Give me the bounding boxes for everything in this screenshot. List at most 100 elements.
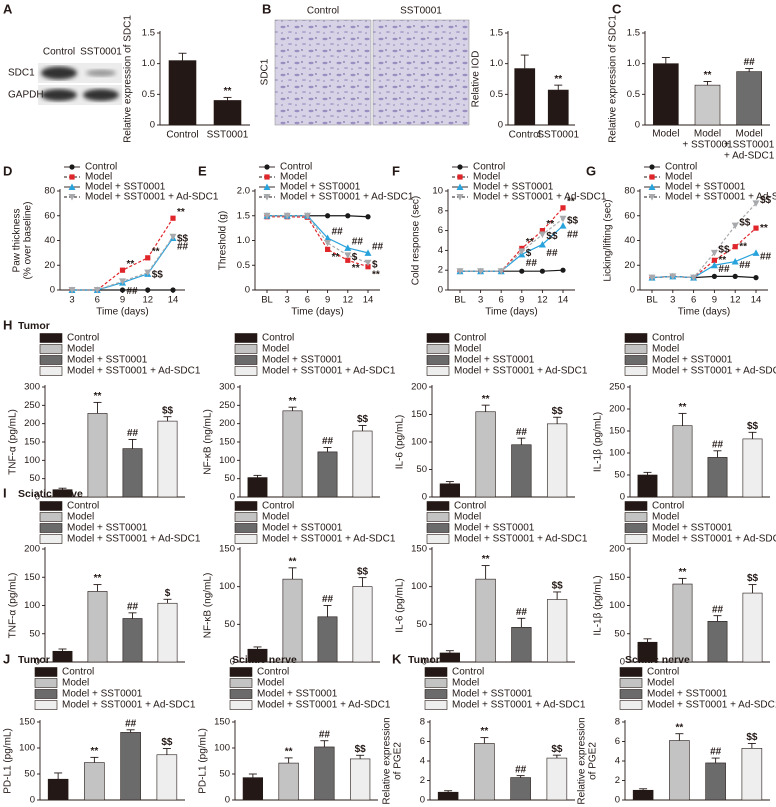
legend-label: Model + SST0001 xyxy=(647,689,728,700)
legend-swatch xyxy=(234,355,258,365)
y-tick-label: 50 xyxy=(219,769,230,780)
legend-swatch xyxy=(624,523,648,533)
legend-label: Model + SST0001 xyxy=(473,182,554,193)
legend-swatch xyxy=(619,700,643,710)
y-axis-label: Threshold (g) xyxy=(218,211,229,270)
y-tick-label: 0 xyxy=(615,795,620,806)
y-axis-label: NF-κB (ng/mL) xyxy=(203,409,214,475)
point xyxy=(497,268,505,275)
significance-label: ## xyxy=(125,718,137,729)
significance-label: ## xyxy=(332,227,344,238)
bar xyxy=(247,477,268,498)
x-tick-label: 6 xyxy=(499,295,504,306)
legend-label: Model + SST0001 xyxy=(257,689,338,700)
x-tick-label: 6 xyxy=(95,295,100,306)
point xyxy=(303,212,311,220)
y-tick-label: 6 xyxy=(438,225,443,236)
bar xyxy=(694,84,721,126)
section-title: Tumor xyxy=(18,320,50,332)
y-tick-label: 50 xyxy=(416,464,427,475)
x-tick-label: + SST0001 xyxy=(724,140,775,151)
point xyxy=(169,233,177,241)
legend-marker xyxy=(457,164,463,170)
y-tick-label: 1.0 xyxy=(237,235,250,246)
point xyxy=(731,222,739,230)
legend-swatch xyxy=(229,700,253,710)
bar xyxy=(52,650,73,663)
bar xyxy=(156,754,178,801)
legend-label: Control xyxy=(85,162,117,173)
legend-label: Model xyxy=(262,512,289,523)
bar xyxy=(707,621,728,663)
y-tick-label: 0.5 xyxy=(490,89,503,100)
bar xyxy=(475,578,496,663)
bar xyxy=(741,748,763,801)
y-tick-label: 200 xyxy=(24,544,40,555)
row-label: SDC1 xyxy=(260,58,271,85)
y-tick-label: 50 xyxy=(24,769,35,780)
y-axis-label: Relative expression of SDC1 xyxy=(123,15,134,143)
significance-label: ## xyxy=(372,242,384,253)
bar xyxy=(705,762,726,801)
legend-label: Control xyxy=(62,667,94,678)
significance-label: ## xyxy=(712,604,724,615)
bar xyxy=(546,423,568,498)
x-tick-label: 12 xyxy=(343,295,354,306)
y-tick-label: 60 xyxy=(624,210,635,221)
significance-label: ** xyxy=(760,223,768,234)
point xyxy=(753,275,759,281)
legend-swatch xyxy=(39,355,63,365)
significance-label: ## xyxy=(760,252,772,263)
bar xyxy=(546,757,568,801)
legend-swatch xyxy=(426,534,450,544)
point xyxy=(325,246,331,253)
y-tick-label: 150 xyxy=(24,437,40,448)
legend-swatch xyxy=(624,512,648,522)
legend-label: Model + SST0001 xyxy=(652,355,733,366)
y-tick-label: 0 xyxy=(35,492,40,503)
significance-label: $ xyxy=(352,252,358,263)
y-axis-label: IL-6 (pg/mL) xyxy=(395,578,406,632)
x-tick-label: 6 xyxy=(691,295,696,306)
legend-label: Model + SST0001 xyxy=(454,355,535,366)
legend-marker xyxy=(457,174,463,180)
bar xyxy=(546,599,568,663)
legend-label: Model + SST0001 + Ad-SDC1 xyxy=(62,700,196,711)
x-axis-label: Time (days) xyxy=(678,307,730,318)
section-title: Sciatic nerve xyxy=(232,654,297,666)
bar xyxy=(87,413,108,498)
point xyxy=(732,273,738,279)
significance-label: $$ xyxy=(567,215,579,226)
x-axis-label: Time (days) xyxy=(291,307,343,318)
y-tick-label: 150 xyxy=(24,572,40,583)
point xyxy=(731,258,739,265)
y-tick-label: 100 xyxy=(219,581,235,592)
legend-swatch xyxy=(34,667,58,677)
legend-label: Model + SST0001 xyxy=(454,523,535,534)
significance-label: ## xyxy=(516,607,528,618)
y-tick-label: 80 xyxy=(44,186,55,197)
point xyxy=(519,268,525,274)
legend-swatch xyxy=(624,501,648,511)
legend-label: Control xyxy=(652,501,684,512)
significance-label: ** xyxy=(332,252,340,263)
legend-swatch xyxy=(426,501,450,511)
y-tick-label: 150 xyxy=(609,572,625,583)
point xyxy=(345,213,351,219)
point xyxy=(711,273,718,279)
legend-swatch xyxy=(424,689,448,699)
legend-label: Model xyxy=(67,344,94,355)
x-tick-label: 3 xyxy=(478,295,483,306)
significance-label: $$ xyxy=(746,732,758,743)
point xyxy=(365,214,371,220)
legend-label: Model xyxy=(257,678,284,689)
legend-swatch xyxy=(624,344,648,354)
legend-swatch xyxy=(619,689,643,699)
point xyxy=(283,212,291,220)
x-tick-label: 14 xyxy=(751,295,762,306)
panel-letter: G xyxy=(586,163,596,178)
legend-label: Model + SST0001 + Ad-SDC1 xyxy=(452,700,586,711)
legend-swatch xyxy=(39,333,63,343)
y-tick-label: 250 xyxy=(219,400,235,411)
legend-label: Model + SST0001 + Ad-SDC1 xyxy=(454,534,588,545)
